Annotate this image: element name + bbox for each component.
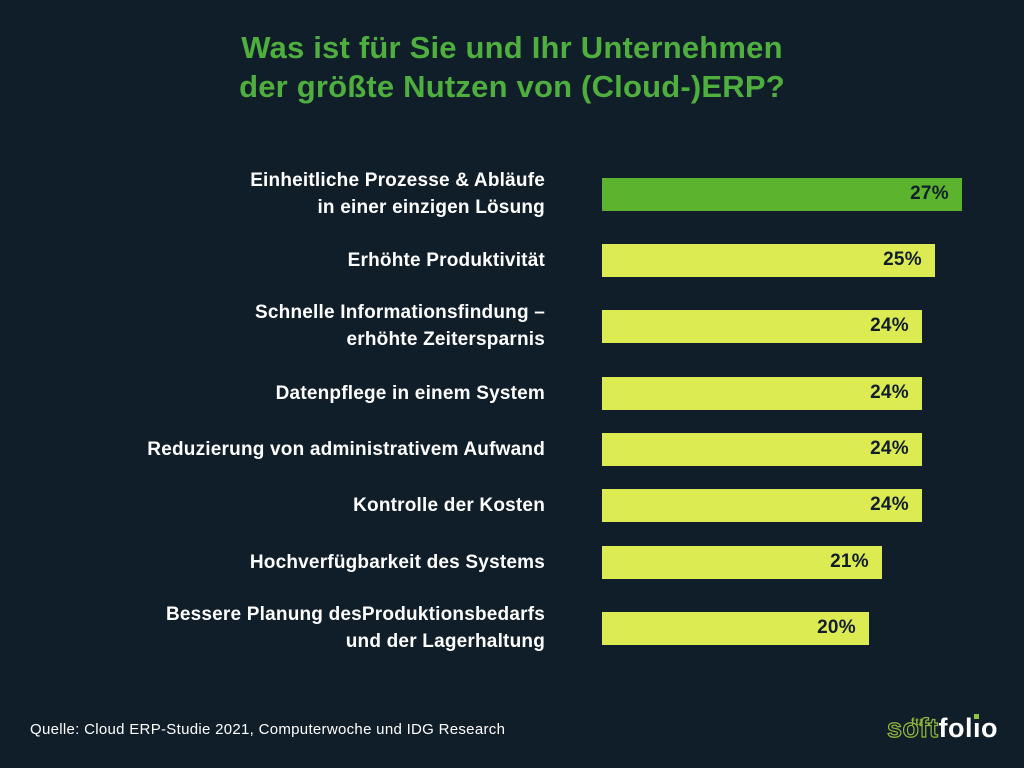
bar-row: Erhöhte Produktivität 25% (0, 227, 1024, 293)
bar-label: Hochverfügbarkeit des Systems (249, 551, 545, 573)
bar-label: Einheitliche Prozesse & Abläufe in einer… (250, 170, 545, 218)
bar-label: Erhöhte Produktivität (347, 249, 545, 271)
bar-row: Schnelle Informationsfindung – erhöhte Z… (0, 293, 1024, 359)
bar: 21% (602, 545, 882, 579)
bar-row: Kontrolle der Kosten 24% (0, 472, 1024, 538)
bar-label: Kontrolle der Kosten (353, 494, 545, 516)
bar-value-label: 20% (817, 617, 856, 638)
bar: 27% (602, 177, 962, 211)
bar-label: Datenpflege in einem System (275, 382, 545, 404)
bar-row: Einheitliche Prozesse & Abläufe in einer… (0, 161, 1024, 227)
bar-value-label: 27% (910, 183, 949, 204)
bar-label: Schnelle Informationsfindung – erhöhte Z… (255, 302, 545, 350)
bar-value-label: 25% (883, 249, 922, 270)
logo-i-dot: ı (972, 713, 981, 743)
logo-soft-text: soft ftt (886, 712, 938, 743)
bar-row: Bessere Planung desProduktionsbedarfs un… (0, 595, 1024, 661)
bar: 24% (602, 309, 922, 343)
bar: 24% (602, 432, 922, 466)
bar-row: Reduzierung von administrativem Aufwand … (0, 416, 1024, 482)
bar-label: Bessere Planung desProduktionsbedarfs un… (165, 604, 545, 652)
bar: 24% (602, 488, 922, 522)
chart-title: Was ist für Sie und Ihr Unternehmen der … (239, 30, 785, 104)
bar-value-label: 24% (870, 494, 909, 515)
bar: 24% (602, 376, 922, 410)
logo-flourish: ftt (910, 717, 924, 728)
source-citation: Quelle: Cloud ERP-Studie 2021, Computerw… (30, 721, 506, 738)
bar: 25% (602, 243, 935, 277)
bar-row: Hochverfügbarkeit des Systems 21% (0, 529, 1024, 595)
softfolio-logo: soft ftt folıo (886, 711, 998, 745)
bar-value-label: 21% (830, 551, 869, 572)
bar-value-label: 24% (870, 382, 909, 403)
bar-value-label: 24% (870, 315, 909, 336)
bar-row: Datenpflege in einem System 24% (0, 360, 1024, 426)
bar-value-label: 24% (870, 438, 909, 459)
bar-label: Reduzierung von administrativem Aufwand (147, 438, 545, 460)
logo-folio-text: folıo (938, 713, 998, 743)
bar: 20% (602, 611, 869, 645)
